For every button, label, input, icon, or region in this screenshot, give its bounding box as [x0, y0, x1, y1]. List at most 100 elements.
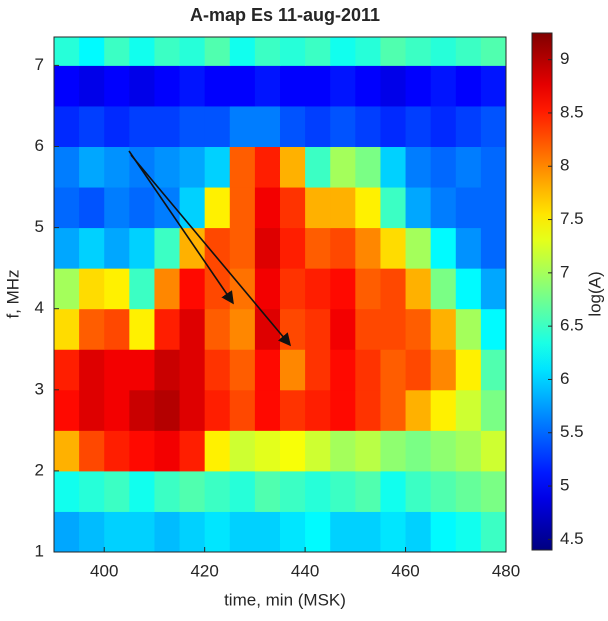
- heat-cell: [455, 227, 482, 269]
- heat-cell: [129, 187, 155, 229]
- heat-cell: [305, 511, 331, 552]
- heat-cell: [430, 349, 457, 391]
- heat-cell: [254, 105, 281, 147]
- colorbar-tick-label: 5: [560, 476, 569, 495]
- heat-cell: [179, 430, 206, 472]
- heat-cell: [254, 470, 281, 512]
- heat-cell: [405, 349, 432, 391]
- heat-cell: [380, 65, 407, 107]
- heat-cell: [480, 105, 506, 147]
- heat-cell: [54, 349, 80, 391]
- y-tick-label: 3: [35, 379, 44, 398]
- heat-cell: [380, 470, 407, 512]
- heat-cell: [79, 470, 105, 512]
- heat-cell: [380, 389, 407, 431]
- heat-cell: [355, 37, 381, 66]
- x-tick-label: 480: [492, 561, 520, 580]
- heat-cell: [154, 105, 181, 147]
- heat-cell: [330, 470, 356, 512]
- heat-cell: [305, 349, 331, 391]
- heat-cell: [280, 146, 306, 188]
- heat-cell: [480, 187, 506, 229]
- heat-cell: [430, 308, 457, 350]
- heat-cell: [204, 349, 231, 391]
- heat-cell: [179, 65, 206, 107]
- heat-cell: [104, 146, 130, 188]
- heat-cell: [405, 146, 432, 188]
- heat-cell: [254, 349, 281, 391]
- heat-cell: [129, 268, 155, 310]
- heat-cell: [280, 65, 306, 107]
- colorbar-tick-label: 5.5: [560, 422, 584, 441]
- heat-cell: [229, 146, 256, 188]
- heat-cell: [355, 389, 381, 431]
- heat-cell: [330, 187, 356, 229]
- heat-cell: [229, 37, 256, 66]
- heat-cell: [405, 105, 432, 147]
- heat-cell: [129, 430, 155, 472]
- heat-cell: [330, 511, 356, 552]
- heat-cell: [305, 308, 331, 350]
- heat-cell: [405, 308, 432, 350]
- heat-cell: [229, 511, 256, 552]
- heat-cell: [254, 37, 281, 66]
- heat-cell: [54, 187, 80, 229]
- heat-cell: [154, 65, 181, 107]
- heat-cell: [104, 65, 130, 107]
- heat-cell: [254, 227, 281, 269]
- heat-cell: [254, 146, 281, 188]
- heat-cell: [129, 308, 155, 350]
- heat-cell: [154, 430, 181, 472]
- heat-cell: [480, 349, 506, 391]
- colorbar-tick-label: 9: [560, 49, 569, 68]
- heat-cell: [355, 65, 381, 107]
- heat-cell: [330, 268, 356, 310]
- heat-cell: [79, 308, 105, 350]
- heat-cell: [254, 65, 281, 107]
- heat-cell: [179, 227, 206, 269]
- heat-cell: [430, 105, 457, 147]
- heat-cell: [104, 511, 130, 552]
- heat-cell: [330, 146, 356, 188]
- colorbar-tick-label: 8.5: [560, 102, 584, 121]
- heat-cell: [280, 349, 306, 391]
- heat-cell: [154, 308, 181, 350]
- colorbar-tick-label: 4.5: [560, 529, 584, 548]
- heat-cell: [79, 105, 105, 147]
- heat-cell: [380, 268, 407, 310]
- y-tick-label: 7: [35, 55, 44, 74]
- heat-cell: [280, 187, 306, 229]
- heat-cell: [254, 187, 281, 229]
- heat-cell: [229, 349, 256, 391]
- heat-cell: [305, 430, 331, 472]
- heat-cell: [480, 511, 506, 552]
- heat-cell: [305, 187, 331, 229]
- heat-cell: [355, 308, 381, 350]
- heat-cell: [405, 187, 432, 229]
- heat-cell: [405, 37, 432, 66]
- heat-cell: [405, 470, 432, 512]
- heat-cell: [355, 268, 381, 310]
- heat-cell: [430, 37, 457, 66]
- heat-cell: [480, 65, 506, 107]
- heat-cell: [254, 389, 281, 431]
- heat-cell: [455, 65, 482, 107]
- heat-cell: [430, 146, 457, 188]
- heat-cell: [179, 268, 206, 310]
- heat-cell: [54, 389, 80, 431]
- heat-cell: [154, 349, 181, 391]
- heat-cell: [305, 65, 331, 107]
- heat-cell: [54, 146, 80, 188]
- colorbar-tick-label: 7: [560, 262, 569, 281]
- heat-cell: [179, 146, 206, 188]
- heat-cell: [305, 389, 331, 431]
- heat-cell: [154, 37, 181, 66]
- heat-cell: [204, 37, 231, 66]
- plot-frame: [53, 36, 507, 553]
- colorbar-tick-label: 7.5: [560, 209, 584, 228]
- heat-cell: [254, 511, 281, 552]
- heat-cell: [455, 430, 482, 472]
- heat-cell: [154, 511, 181, 552]
- heat-cell: [129, 389, 155, 431]
